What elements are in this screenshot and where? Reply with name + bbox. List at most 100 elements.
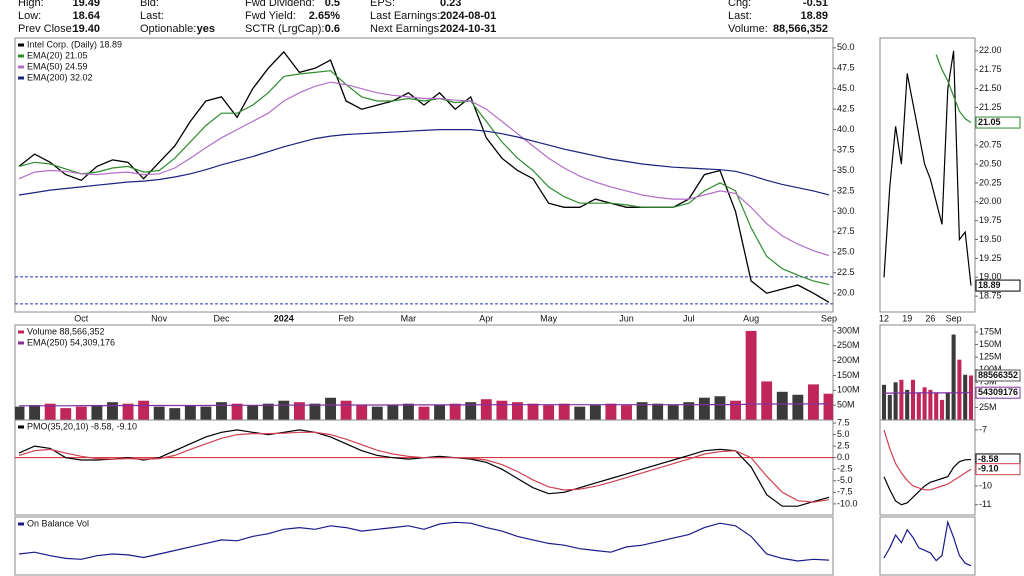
- volume-bar: [216, 402, 227, 420]
- volume-bar: [44, 403, 56, 420]
- volume-bar: [905, 389, 910, 420]
- x-tick-label: 12: [879, 313, 889, 323]
- y-tick-label: 300M: [837, 325, 860, 335]
- end-label-box: [975, 279, 1021, 292]
- volume-bar: [340, 400, 352, 420]
- volume-bar: [434, 405, 446, 420]
- y-tick-label: 5.0: [837, 429, 850, 439]
- volume-bar: [807, 384, 819, 420]
- volume-bar: [881, 384, 887, 420]
- series-line: [883, 429, 972, 491]
- x-tick-label: Mar: [401, 313, 417, 323]
- header-value: 88,566,352: [773, 23, 828, 35]
- panel: [14, 37, 834, 313]
- y-tick-label: 2.5: [837, 440, 850, 450]
- y-tick-label: 100M: [979, 364, 1002, 374]
- volume-bar: [636, 402, 648, 420]
- volume-bar: [75, 406, 87, 420]
- x-tick-label: 19: [902, 313, 912, 323]
- end-label: 54309176: [978, 387, 1018, 397]
- volume-bar: [574, 406, 586, 420]
- volume-bar: [683, 402, 695, 420]
- series-line: [18, 521, 830, 562]
- x-tick-label: Nov: [151, 313, 168, 323]
- legend-label: EMA(50) 24.59: [27, 61, 88, 71]
- y-tick-label: 20.75: [979, 140, 1002, 150]
- x-tick-label: Aug: [743, 313, 759, 323]
- y-tick-label: -7: [979, 424, 987, 434]
- volume-bar: [153, 406, 165, 420]
- legend-label: Volume 88,566,352: [27, 326, 105, 336]
- y-tick-label: 21.50: [979, 83, 1002, 93]
- header-value: 18.89: [800, 10, 828, 22]
- header-label: EPS:: [370, 0, 395, 9]
- volume-bar: [449, 403, 461, 420]
- y-tick-label: 200M: [837, 355, 860, 365]
- volume-bar: [356, 405, 368, 420]
- y-tick-label: -10.0: [837, 498, 858, 508]
- legend-label: PMO(35,20,10) -8.58, -9.10: [27, 421, 137, 431]
- y-tick-label: -7.5: [837, 487, 853, 497]
- volume-bar: [776, 391, 788, 420]
- y-tick-label: 35.0: [837, 165, 855, 175]
- header-label: Volume:: [728, 23, 768, 35]
- x-tick-label: 2024: [274, 313, 294, 323]
- end-label: -9.10: [978, 464, 999, 474]
- y-tick-label: 22.5: [837, 267, 855, 277]
- x-tick-label: Feb: [338, 313, 354, 323]
- y-tick-label: 19.25: [979, 253, 1002, 263]
- volume-bar: [589, 405, 601, 420]
- volume-bar: [652, 403, 664, 420]
- y-tick-label: 150M: [837, 370, 860, 380]
- volume-bar: [512, 402, 523, 420]
- volume-bar: [792, 394, 804, 420]
- x-tick-label: 26: [925, 313, 935, 323]
- end-label: 18.89: [978, 280, 1001, 290]
- y-tick-label: 75M: [979, 377, 997, 387]
- y-tick-label: 19.50: [979, 234, 1002, 244]
- header-label: Fwd Dividend:: [245, 0, 315, 9]
- volume-bar: [309, 403, 321, 420]
- volume-bar: [200, 406, 212, 420]
- panel: [879, 37, 976, 313]
- series-line: [19, 403, 829, 407]
- volume-bar: [169, 408, 181, 420]
- y-tick-label: 42.5: [837, 104, 855, 114]
- y-tick-label: 50.0: [837, 42, 855, 52]
- header-label: Last:: [728, 10, 752, 22]
- x-tick-label: Sep: [821, 313, 837, 323]
- legend-label: EMA(250) 54,309,176: [27, 337, 115, 347]
- y-tick-label: 30.0: [837, 206, 855, 216]
- volume-bar: [730, 400, 741, 420]
- volume-bar: [122, 403, 134, 420]
- panel: [14, 419, 834, 516]
- end-label: 88566352: [978, 370, 1018, 380]
- y-tick-label: 40.0: [837, 124, 855, 134]
- volume-bar: [418, 406, 430, 420]
- volume-bar: [138, 400, 150, 420]
- panel-content: [15, 330, 833, 420]
- volume-bar: [387, 405, 399, 420]
- volume-bar: [667, 405, 679, 420]
- y-tick-label: 19.00: [979, 272, 1002, 282]
- y-tick-label: 250M: [837, 340, 860, 350]
- volume-bar: [60, 408, 72, 420]
- x-tick-label: Sep: [946, 313, 962, 323]
- header-label: Optionable:: [140, 23, 196, 35]
- series-line: [18, 81, 830, 257]
- y-tick-label: 150M: [979, 339, 1002, 349]
- y-tick-label: 27.5: [837, 226, 855, 236]
- series-line: [18, 50, 830, 303]
- volume-bar: [714, 396, 726, 420]
- volume-bar: [928, 389, 933, 420]
- panel-content: [15, 429, 833, 507]
- panel: [879, 419, 976, 516]
- panel-content: [883, 519, 972, 567]
- header-value: 0.5: [325, 0, 340, 9]
- y-tick-label: 37.5: [837, 144, 855, 154]
- y-tick-label: -11: [979, 499, 991, 509]
- y-tick-label: 47.5: [837, 63, 855, 73]
- series-line: [18, 431, 830, 503]
- y-tick-label: 21.75: [979, 64, 1002, 74]
- end-label-box: [975, 116, 1021, 129]
